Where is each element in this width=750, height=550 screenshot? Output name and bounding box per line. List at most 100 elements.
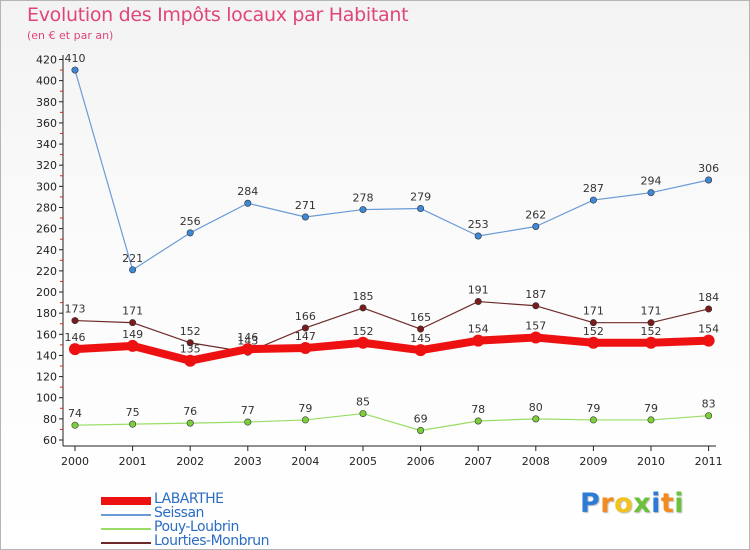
y-tick-label: 300: [36, 180, 57, 193]
series-line-pouy-loubrin: [74, 412, 709, 432]
data-label-lourties-monbrun: 152: [180, 325, 201, 338]
x-tick-label: 2003: [234, 455, 262, 468]
data-point-lourties-monbrun: [359, 304, 367, 312]
x-tick-label: 2011: [695, 455, 723, 468]
series-line-labarthe: [74, 333, 709, 365]
data-label-lourties-monbrun: 184: [698, 291, 719, 304]
data-point-lourties-monbrun: [71, 317, 79, 325]
x-tick-label: 2010: [637, 455, 665, 468]
data-point-labarthe: [529, 331, 542, 344]
data-point-labarthe: [299, 342, 312, 355]
data-label-labarthe: 147: [295, 330, 316, 343]
data-point-labarthe: [645, 336, 657, 349]
data-label-pouy-loubrin: 79: [298, 402, 312, 415]
data-point-seissan: [705, 176, 713, 184]
y-tick-label: 220: [36, 265, 57, 278]
series-line-seissan: [74, 69, 709, 271]
chart-title: Evolution des Impôts locaux par Habitant: [27, 4, 409, 26]
data-point-pouy-loubrin: [647, 416, 655, 424]
data-point-seissan: [474, 232, 482, 240]
data-point-seissan: [359, 206, 367, 214]
data-point-pouy-loubrin: [71, 421, 79, 429]
data-label-seissan: 284: [237, 185, 258, 198]
data-label-pouy-loubrin: 79: [586, 402, 600, 415]
data-label-lourties-monbrun: 191: [468, 284, 489, 297]
logo-letter: t: [660, 488, 675, 519]
data-label-lourties-monbrun: 165: [410, 311, 431, 324]
data-label-labarthe: 146: [65, 331, 86, 344]
data-label-lourties-monbrun: 171: [583, 305, 604, 318]
data-point-pouy-loubrin: [186, 419, 194, 427]
data-label-seissan: 410: [65, 52, 86, 65]
data-label-lourties-monbrun: 171: [122, 305, 143, 318]
data-label-pouy-loubrin: 69: [414, 412, 428, 425]
logo-letter: o: [614, 488, 634, 519]
data-point-seissan: [589, 196, 597, 204]
data-label-labarthe: 154: [698, 323, 719, 336]
data-label-lourties-monbrun: 187: [525, 288, 546, 301]
y-tick-label: 120: [36, 371, 57, 384]
y-tick-label: 340: [36, 138, 57, 151]
legend-swatch: [101, 514, 151, 516]
y-tick-label: 380: [36, 96, 57, 109]
data-label-pouy-loubrin: 77: [241, 404, 255, 417]
y-tick-label: 180: [36, 307, 57, 320]
y-tick-label: 140: [36, 349, 57, 362]
data-point-lourties-monbrun: [186, 339, 194, 347]
data-point-pouy-loubrin: [301, 416, 309, 424]
data-label-seissan: 294: [641, 175, 662, 188]
data-label-labarthe: 154: [468, 323, 489, 336]
x-tick-label: 2009: [579, 455, 607, 468]
legend-swatch: [101, 497, 151, 505]
data-point-pouy-loubrin: [417, 426, 425, 434]
data-label-labarthe: 157: [525, 319, 546, 332]
y-tick-label: 400: [36, 75, 57, 88]
data-label-lourties-monbrun: 171: [641, 305, 662, 318]
legend-swatch: [101, 542, 151, 544]
proxiti-logo: Proxiti: [580, 488, 684, 519]
data-point-labarthe: [472, 334, 485, 347]
y-tick-label: 60: [43, 434, 57, 447]
data-point-pouy-loubrin: [244, 418, 252, 426]
y-tick-label: 360: [36, 117, 57, 130]
data-label-seissan: 271: [295, 199, 316, 212]
x-tick-label: 2001: [119, 455, 147, 468]
data-point-pouy-loubrin: [532, 415, 540, 423]
data-label-seissan: 306: [698, 162, 719, 175]
data-label-pouy-loubrin: 78: [471, 403, 485, 416]
y-tick-label: 320: [36, 159, 57, 172]
legend-swatch: [101, 528, 151, 530]
y-tick-label: 80: [43, 413, 57, 426]
data-label-pouy-loubrin: 83: [702, 398, 716, 411]
chart-subtitle: (en € et par an): [27, 29, 114, 42]
data-label-seissan: 262: [525, 208, 546, 221]
data-label-labarthe: 152: [353, 325, 374, 338]
data-label-lourties-monbrun: 173: [65, 303, 86, 316]
logo-letter: P: [580, 488, 601, 519]
x-tick-label: 2002: [176, 455, 204, 468]
data-label-labarthe: 152: [583, 325, 604, 338]
data-point-labarthe: [126, 339, 139, 352]
y-tick-label: 240: [36, 244, 57, 257]
data-point-lourties-monbrun: [647, 319, 655, 327]
series-line-lourties-monbrun: [74, 300, 709, 353]
legend-label: Lourties-Monbrun: [154, 533, 270, 549]
data-label-pouy-loubrin: 76: [183, 405, 197, 418]
data-point-pouy-loubrin: [129, 420, 137, 428]
data-label-lourties-monbrun: 143: [237, 334, 258, 347]
y-tick-label: 420: [36, 54, 57, 67]
x-tick-label: 2006: [407, 455, 435, 468]
data-point-lourties-monbrun: [417, 325, 425, 333]
y-tick-label: 200: [36, 286, 57, 299]
data-label-pouy-loubrin: 80: [529, 401, 543, 414]
data-point-seissan: [301, 213, 309, 221]
data-label-seissan: 256: [180, 215, 201, 228]
data-point-lourties-monbrun: [532, 302, 540, 310]
data-point-labarthe: [587, 336, 600, 349]
data-label-lourties-monbrun: 166: [295, 310, 316, 323]
data-label-seissan: 221: [122, 252, 143, 265]
data-point-pouy-loubrin: [359, 410, 367, 418]
data-label-pouy-loubrin: 75: [126, 406, 140, 419]
data-label-labarthe: 145: [410, 332, 431, 345]
